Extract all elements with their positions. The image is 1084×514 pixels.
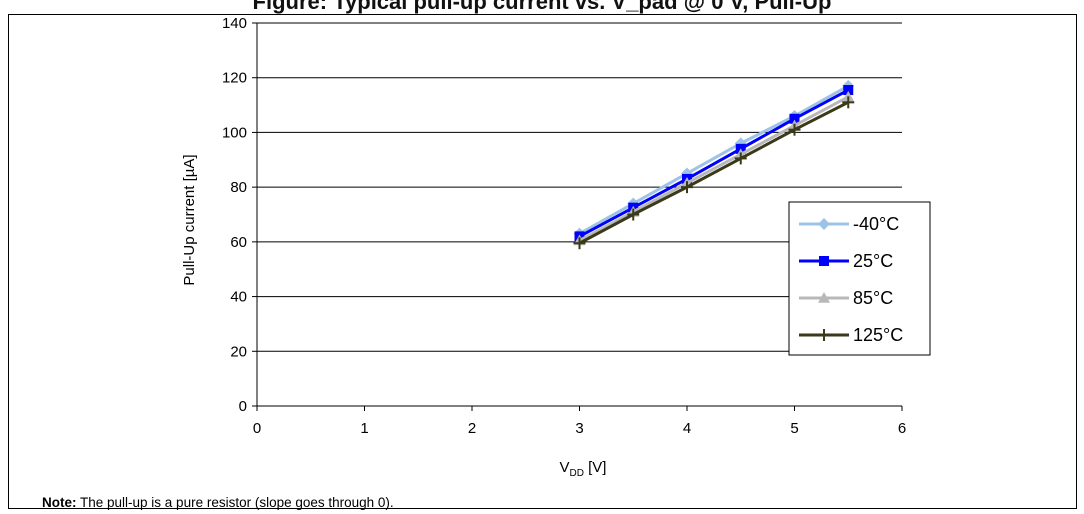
data-point (842, 96, 855, 109)
y-tick-label: 140 (222, 15, 247, 32)
data-point (843, 85, 854, 96)
x-tick-label: 4 (683, 420, 691, 437)
y-tick-label: 20 (230, 343, 247, 360)
series-line (578, 100, 849, 245)
legend-label: -40°C (853, 214, 899, 234)
x-tick-label: 6 (898, 420, 906, 437)
data-point (627, 208, 640, 221)
figure-frame: 0 1 2 3 4 5 6 0 20 40 60 80 100 120 140 Pull-Up curre… (8, 14, 1077, 510)
series-line (578, 88, 849, 238)
x-axis-title: VDD [V] (560, 459, 607, 479)
y-tick-label: 120 (222, 70, 247, 87)
legend-label: 25°C (853, 251, 893, 271)
data-point (734, 152, 747, 165)
x-axis-title-sub: DD (570, 468, 584, 479)
legend: -40°C 25°C 85°C 125°C (788, 201, 931, 356)
x-tick-label: 5 (790, 420, 798, 437)
y-axis-title: Pull-Up current [µA] (181, 154, 198, 285)
y-tick-label: 40 (230, 289, 247, 306)
note-text: The pull-up is a pure resistor (slope go… (76, 495, 394, 510)
legend-entry-1: 25°C (799, 251, 893, 271)
legend-label: 125°C (853, 325, 903, 345)
note-label: Note: (42, 495, 77, 510)
legend-box (788, 201, 931, 356)
legend-swatch-marker (819, 256, 829, 266)
y-tick-labels: 0 20 40 60 80 100 120 140 (222, 15, 247, 415)
series-3 (573, 96, 855, 250)
plot-series (573, 79, 855, 250)
data-point (789, 113, 800, 124)
line-chart: 0 1 2 3 4 5 6 0 20 40 60 80 100 120 140 Pull-Up curre… (181, 15, 931, 479)
x-axis-title-main: V (560, 459, 570, 476)
note: Note: The pull-up is a pure resistor (sl… (42, 495, 394, 510)
legend-entry-2: 85°C (799, 288, 893, 308)
data-point (788, 123, 801, 136)
legend-swatch-marker (818, 329, 830, 341)
series-line (578, 84, 849, 235)
data-point (842, 90, 855, 102)
y-tick-label: 80 (230, 179, 247, 196)
legend-label: 85°C (853, 288, 893, 308)
axes (252, 22, 903, 411)
data-point (681, 181, 693, 194)
chart-title-text: Figure: Typical pull-up current vs. V_pa… (252, 0, 832, 14)
legend-swatch-marker (818, 218, 830, 230)
x-tick-label: 1 (360, 420, 368, 437)
y-tick-label: 60 (230, 234, 247, 251)
x-tick-label: 0 (253, 420, 261, 437)
x-axis-title-unit: [V] (584, 459, 607, 476)
x-tick-label: 3 (575, 420, 583, 437)
series-line (578, 95, 849, 242)
legend-entry-3: 125°C (799, 325, 903, 345)
legend-swatch-marker (818, 292, 830, 303)
x-tick-labels: 0 1 2 3 4 5 6 (253, 420, 906, 437)
x-tick-label: 2 (468, 420, 476, 437)
y-tick-label: 100 (222, 124, 247, 141)
y-tick-label: 0 (239, 398, 247, 415)
chart-title-fragment: Figure: Typical pull-up current vs. V_pa… (0, 0, 1084, 14)
legend-entry-0: -40°C (799, 214, 899, 234)
data-point (573, 237, 586, 250)
